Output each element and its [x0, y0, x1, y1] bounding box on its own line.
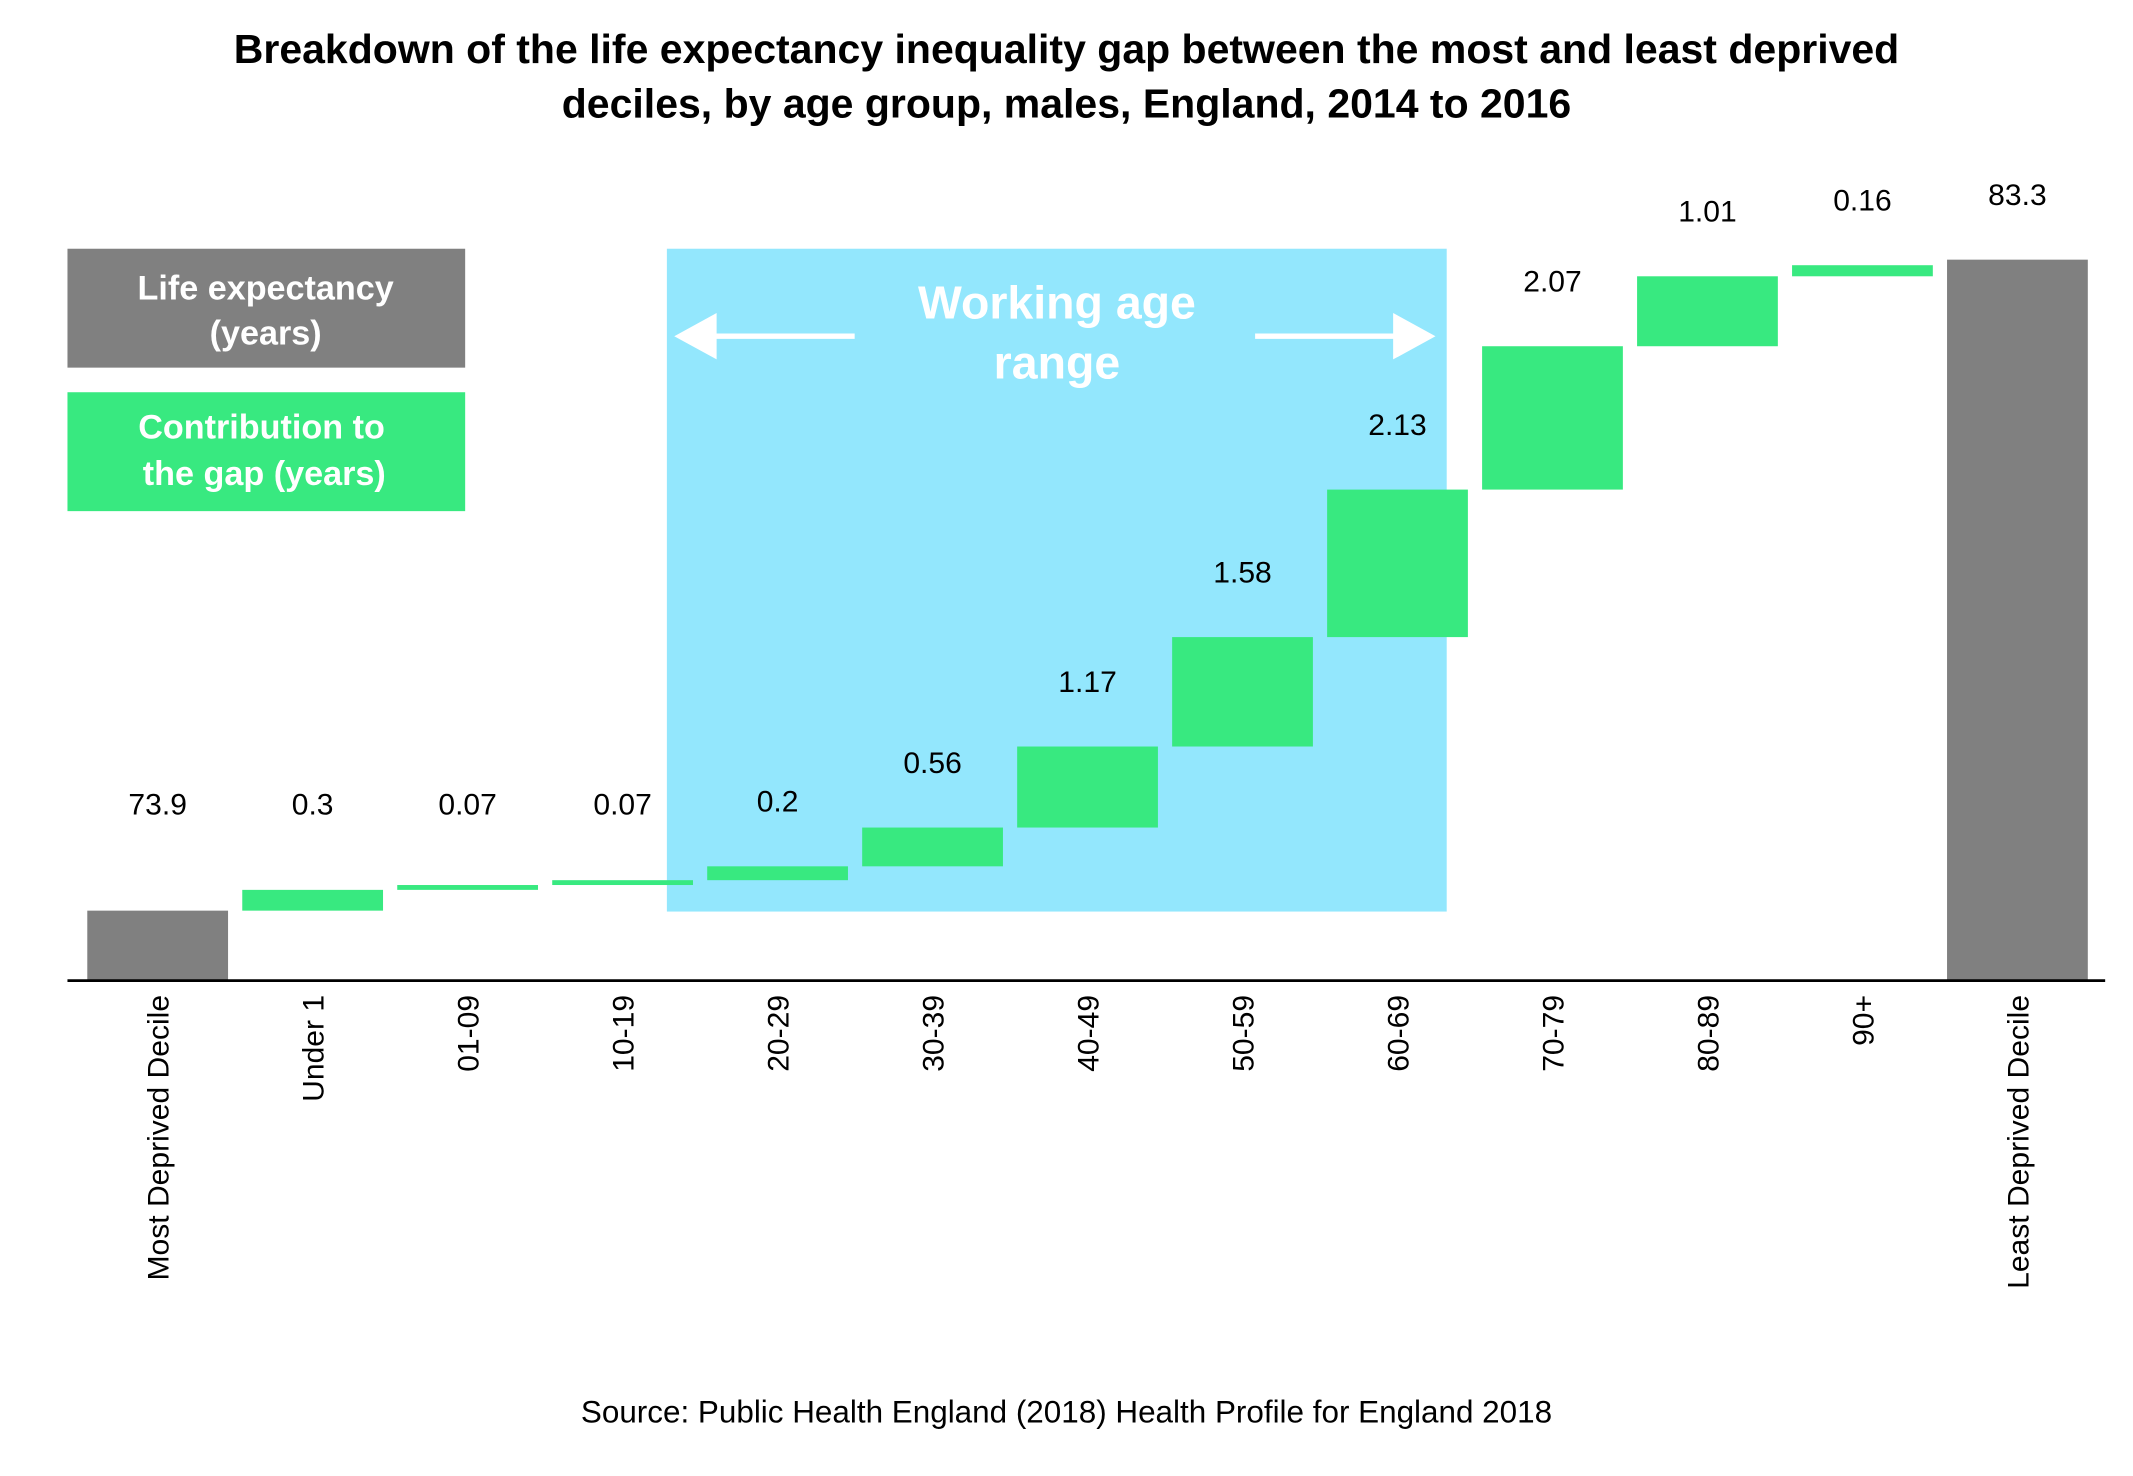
x-tick-labels: Most Deprived Decile Under 1 01-09 10-19 20-… [143, 995, 2036, 1289]
x-tick-30-39: 30-39 [917, 995, 950, 1072]
legend-item-life-expectancy: Life expectancy (years) [67, 248, 466, 368]
legend-item-contribution: Contribution to the gap (years) [67, 392, 466, 512]
source-note: Source: Public Health England (2018) Hea… [581, 1395, 1552, 1430]
data-label-under-1: 0.3 [292, 789, 334, 822]
chart-title-line-1: Breakdown of the life expectancy inequal… [234, 26, 1899, 72]
legend-label-line-2: (years) [210, 314, 322, 352]
data-label-60-69: 2.13 [1368, 409, 1426, 442]
bar-60-69 [1327, 489, 1468, 638]
chart-title-line-2: deciles, by age group, males, England, 2… [562, 81, 1571, 127]
bar-90- [1792, 265, 1933, 277]
bar-70-79 [1482, 346, 1623, 490]
data-label-most-deprived-decile: 73.9 [128, 789, 186, 822]
x-tick-least-deprived-decile: Least Deprived Decile [2002, 995, 2035, 1289]
bar-least-deprived-decile [1947, 259, 2088, 980]
x-tick-most-deprived-decile: Most Deprived Decile [143, 995, 176, 1281]
legend-label-line-1: Contribution to [138, 409, 385, 447]
right-arrow-icon [1255, 312, 1436, 360]
data-label-80-89: 1.01 [1678, 196, 1736, 229]
legend: Life expectancy (years) Contribution to … [67, 248, 466, 512]
x-tick-70-79: 70-79 [1537, 995, 1570, 1072]
bar-20-29 [707, 866, 848, 881]
bar-30-39 [862, 827, 1003, 867]
data-label-90-: 0.16 [1833, 185, 1891, 218]
bar-40-49 [1017, 746, 1158, 828]
x-tick-20-29: 20-29 [763, 995, 796, 1072]
data-labels: 73.9 0.3 0.07 0.07 0.2 0.56 1.17 1.58 2.13 2.07 1.… [128, 179, 2046, 822]
bars [87, 259, 2088, 980]
bar-under-1 [242, 889, 384, 911]
x-tick-10-19: 10-19 [608, 995, 641, 1072]
bar-10-19 [552, 880, 693, 886]
working-age-label-line-1: Working age [918, 276, 1196, 328]
bar-most-deprived-decile [87, 910, 229, 980]
working-age-label-line-2: range [994, 337, 1121, 389]
x-tick-under-1: Under 1 [298, 995, 331, 1102]
data-label-least-deprived-decile: 83.3 [1988, 179, 2046, 212]
data-label-70-79: 2.07 [1523, 266, 1581, 299]
data-label-30-39: 0.56 [903, 747, 961, 780]
bar-80-89 [1637, 276, 1778, 347]
x-tick-80-89: 80-89 [1692, 995, 1725, 1072]
bar-50-59 [1172, 637, 1313, 747]
x-tick-50-59: 50-59 [1227, 995, 1260, 1072]
bar-01-09 [397, 885, 539, 890]
legend-label-line-2: the gap (years) [143, 455, 386, 493]
data-label-20-29: 0.2 [757, 786, 799, 819]
data-label-10-19: 0.07 [593, 789, 651, 822]
left-arrow-icon [674, 312, 855, 360]
data-label-50-59: 1.58 [1213, 556, 1271, 589]
x-tick-90-: 90+ [1847, 995, 1880, 1046]
legend-swatch-life-expectancy [67, 248, 466, 368]
x-tick-40-49: 40-49 [1072, 995, 1105, 1072]
data-label-01-09: 0.07 [438, 789, 496, 822]
data-label-40-49: 1.17 [1058, 666, 1116, 699]
legend-label-line-1: Life expectancy [137, 269, 393, 307]
x-tick-60-69: 60-69 [1382, 995, 1415, 1072]
legend-swatch-contribution [67, 392, 466, 512]
x-tick-01-09: 01-09 [453, 995, 486, 1072]
